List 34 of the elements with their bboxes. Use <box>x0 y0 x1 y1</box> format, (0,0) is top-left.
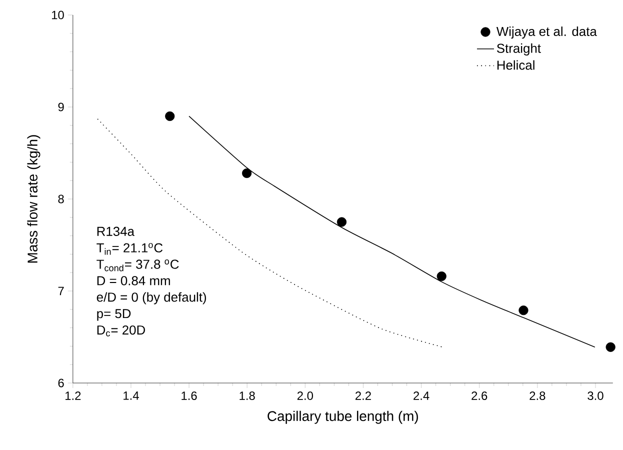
x-tick-label: 1.4 <box>124 392 139 400</box>
annotation: T$_{in}$= 21.1$^{o}$C <box>96 243 163 255</box>
legend-label: Wijaya et al. data <box>496 26 597 39</box>
x-tick-label: 2.4 <box>414 392 430 400</box>
annotation: R134a <box>97 226 134 236</box>
x-tick-label: 3.0 <box>588 392 604 400</box>
legend-label: Straight <box>496 43 541 56</box>
point <box>165 111 175 121</box>
legend-label: Helical <box>497 60 534 70</box>
x-tick-label: 2.2 <box>356 392 371 400</box>
x-tick-label: 1.8 <box>240 392 255 400</box>
point <box>436 271 446 282</box>
x-tick-label: 2.6 <box>472 392 488 400</box>
x-tick-label: 2.8 <box>530 392 546 400</box>
annotation: e/D = 0 (by default) <box>96 292 206 304</box>
annotation: D = 0.84 mm <box>97 276 170 286</box>
annotation: p= 5D <box>97 309 131 321</box>
x-tick-label: 1.2 <box>65 392 81 400</box>
point <box>336 217 347 227</box>
point <box>242 168 252 178</box>
annotation: D$_{c}$= 20D <box>97 325 145 336</box>
y-axis-title: Mass flow rate (kg/h) <box>27 135 40 263</box>
y-tick-label: 8 <box>58 194 64 204</box>
point <box>518 306 528 316</box>
y-tick-label: 6 <box>58 378 64 388</box>
point <box>606 342 616 352</box>
y-tick-label: 9 <box>58 102 64 112</box>
x-axis-title: Capillary tube length (m) <box>268 410 418 424</box>
line-series <box>97 118 444 348</box>
y-tick-label: 10 <box>52 10 64 20</box>
x-tick-label: 2.0 <box>297 392 314 400</box>
x-tick-label: 1.6 <box>182 392 197 400</box>
annotation: T$_{cond}$= 37.8 $^{o}$C <box>96 260 179 272</box>
y-tick-label: 7 <box>58 286 64 296</box>
